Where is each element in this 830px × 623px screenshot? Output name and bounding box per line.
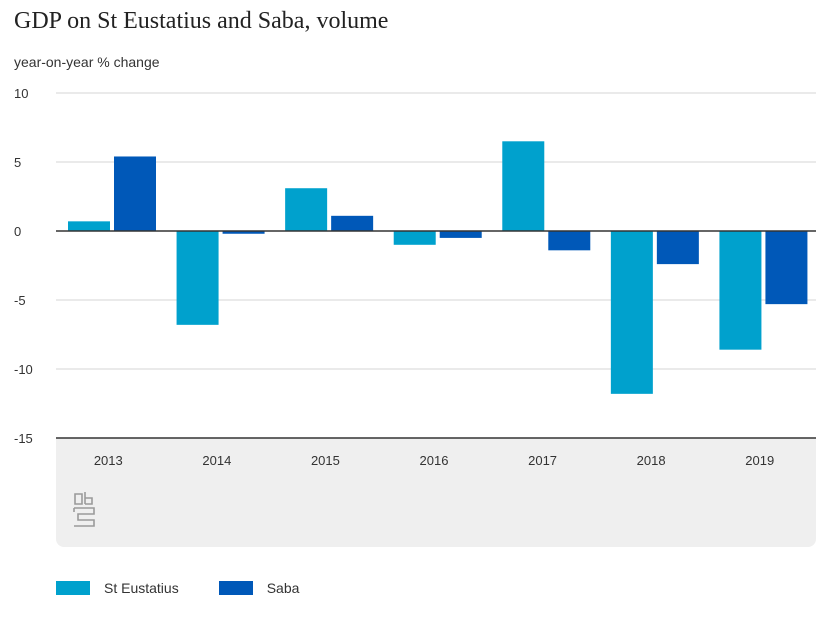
bar-saba-2018 xyxy=(656,231,699,265)
y-tick-label: 5 xyxy=(14,155,21,170)
bar-st-eustatius-2013 xyxy=(68,221,110,231)
legend-label-saba: Saba xyxy=(266,580,300,596)
x-tick-label: 2018 xyxy=(637,453,666,468)
y-tick-label: -15 xyxy=(14,431,33,446)
chart-title: GDP on St Eustatius and Saba, volume xyxy=(14,8,389,34)
bar-st-eustatius-2014 xyxy=(176,231,219,325)
bar-st-eustatius-2018 xyxy=(610,231,653,394)
bar-saba-2019 xyxy=(765,231,808,305)
legend-swatch-st-eustatius xyxy=(56,581,90,595)
bar-st-eustatius-2016 xyxy=(393,231,436,245)
bar-saba-2017 xyxy=(548,231,591,251)
x-tick-label: 2015 xyxy=(311,453,340,468)
cbs-logo-icon xyxy=(73,492,95,527)
x-tick-label: 2019 xyxy=(745,453,774,468)
bar-st-eustatius-2017 xyxy=(502,141,545,231)
bar-st-eustatius-2019 xyxy=(719,231,762,350)
legend-item-st-eustatius[interactable]: St Eustatius xyxy=(56,580,179,596)
legend-item-saba[interactable]: Saba xyxy=(218,580,300,596)
x-tick-label: 2013 xyxy=(94,453,123,468)
x-tick-label: 2016 xyxy=(420,453,449,468)
y-tick-label: -10 xyxy=(14,362,33,377)
bar-st-eustatius-2015 xyxy=(285,188,328,231)
y-axis-unit-label: year-on-year % change xyxy=(14,54,160,70)
y-tick-label: 0 xyxy=(14,224,21,239)
legend: St Eustatius Saba xyxy=(56,580,339,596)
x-tick-label: 2017 xyxy=(528,453,557,468)
y-tick-label: 10 xyxy=(14,86,28,101)
bar-saba-2016 xyxy=(439,231,482,238)
bar-saba-2014 xyxy=(222,231,265,234)
legend-swatch-saba xyxy=(218,581,253,595)
x-tick-label: 2014 xyxy=(202,453,231,468)
y-tick-label: -5 xyxy=(14,293,26,308)
legend-label-st-eustatius: St Eustatius xyxy=(104,580,179,596)
bar-saba-2015 xyxy=(331,215,374,231)
x-axis-panel xyxy=(56,438,816,547)
bar-saba-2013 xyxy=(114,156,156,231)
